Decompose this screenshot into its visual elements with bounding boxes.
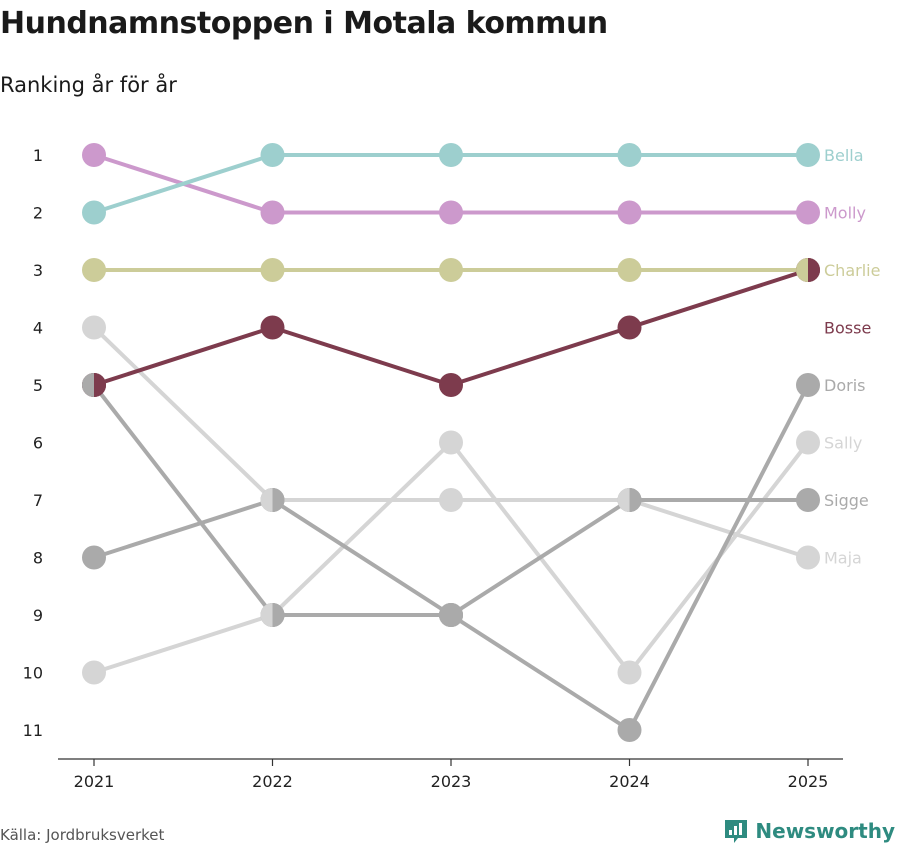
data-point-maja bbox=[796, 545, 820, 570]
data-point-sigge bbox=[796, 488, 820, 512]
end-label-doris: Doris bbox=[824, 376, 865, 395]
data-point-molly bbox=[617, 200, 642, 225]
data-point-bella bbox=[260, 143, 285, 167]
data-point-doris bbox=[796, 373, 820, 397]
data-point-bella bbox=[796, 143, 820, 167]
x-axis: 2021 2022 2023 2024 2025 bbox=[58, 758, 843, 791]
x-tick-label: 2023 bbox=[431, 772, 472, 791]
data-point-sally bbox=[617, 660, 642, 685]
end-label-bella: Bella bbox=[824, 146, 864, 165]
series-line-sigge bbox=[92, 498, 810, 617]
x-tick-label: 2022 bbox=[252, 772, 293, 791]
y-tick-label: 10 bbox=[23, 664, 43, 683]
split-point-left bbox=[617, 488, 630, 512]
brand-name: Newsworthy bbox=[755, 819, 895, 843]
end-label-sally: Sally bbox=[824, 434, 862, 453]
data-point-bosse bbox=[260, 315, 285, 340]
split-point-left bbox=[260, 603, 273, 627]
y-tick-label: 11 bbox=[23, 721, 43, 740]
split-point-left bbox=[260, 488, 273, 512]
split-point-left bbox=[439, 603, 451, 627]
series-line-bosse bbox=[92, 268, 810, 387]
split-point-right bbox=[272, 488, 285, 512]
end-labels: Bella Molly Charlie Bosse Doris Sally Sigge Maj… bbox=[824, 146, 880, 568]
split-point-left bbox=[796, 258, 808, 282]
data-point-doris bbox=[617, 718, 642, 742]
bump-chart: 1 2 3 4 5 6 7 8 9 10 11 2021 2022 2023 2024 2025 Bella… bbox=[23, 143, 880, 791]
data-point-charlie bbox=[617, 258, 642, 282]
split-point-left bbox=[82, 373, 94, 397]
data-point-sigge bbox=[82, 545, 106, 570]
data-point-sally bbox=[439, 430, 463, 455]
source-note: Källa: Jordbruksverket bbox=[0, 826, 165, 844]
x-tick-label: 2025 bbox=[788, 772, 829, 791]
y-tick-label: 4 bbox=[33, 319, 43, 338]
split-point-right bbox=[94, 373, 106, 397]
split-point-right bbox=[629, 488, 642, 512]
y-tick-label: 1 bbox=[33, 146, 43, 165]
series-line-sally bbox=[92, 440, 810, 675]
x-tick-label: 2021 bbox=[74, 772, 115, 791]
y-tick-label: 6 bbox=[33, 434, 43, 453]
y-tick-label: 3 bbox=[33, 261, 43, 280]
data-point-bella bbox=[617, 143, 642, 167]
y-tick-label: 8 bbox=[33, 549, 43, 568]
data-point-charlie bbox=[260, 258, 285, 282]
data-point-molly bbox=[82, 143, 106, 167]
data-point-bella bbox=[82, 200, 106, 225]
data-point-bosse bbox=[617, 315, 642, 340]
y-tick-label: 5 bbox=[33, 376, 43, 395]
data-point-bosse bbox=[439, 373, 463, 397]
split-point-right bbox=[808, 258, 820, 282]
y-axis: 1 2 3 4 5 6 7 8 9 10 11 bbox=[23, 146, 43, 740]
newsworthy-icon bbox=[725, 820, 748, 843]
data-point-sally bbox=[82, 660, 106, 685]
data-point-molly bbox=[260, 200, 285, 225]
data-point-maja bbox=[82, 315, 106, 340]
end-label-bosse: Bosse bbox=[824, 319, 871, 338]
data-point-maja bbox=[439, 488, 463, 512]
x-tick-label: 2024 bbox=[609, 772, 650, 791]
end-label-molly: Molly bbox=[824, 204, 866, 223]
data-point-charlie bbox=[82, 258, 106, 282]
data-point-sally bbox=[796, 430, 820, 455]
chart-title: Hundnamnstoppen i Motala kommun bbox=[0, 6, 608, 41]
newsworthy-logo: Newsworthy bbox=[723, 818, 895, 844]
y-tick-label: 9 bbox=[33, 606, 43, 625]
end-label-charlie: Charlie bbox=[824, 261, 880, 280]
chart-subtitle: Ranking år för år bbox=[0, 73, 177, 97]
data-point-bella bbox=[439, 143, 463, 167]
data-point-molly bbox=[796, 200, 820, 225]
end-label-sigge: Sigge bbox=[824, 491, 869, 510]
series-points bbox=[82, 143, 820, 742]
y-tick-label: 7 bbox=[33, 491, 43, 510]
split-point-right bbox=[451, 603, 463, 627]
split-point-right bbox=[272, 603, 285, 627]
y-tick-label: 2 bbox=[33, 204, 43, 223]
data-point-molly bbox=[439, 200, 463, 225]
end-label-maja: Maja bbox=[824, 549, 862, 568]
data-point-charlie bbox=[439, 258, 463, 282]
